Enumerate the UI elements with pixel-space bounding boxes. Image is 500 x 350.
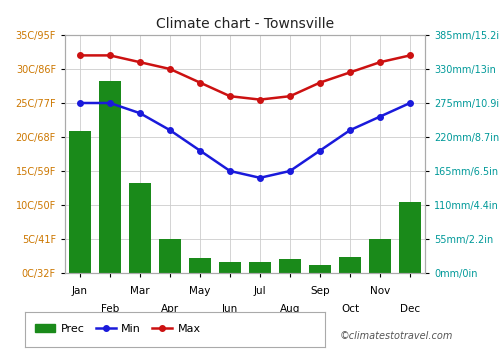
Bar <box>309 265 331 273</box>
Bar <box>99 81 121 273</box>
Text: Aug: Aug <box>280 304 300 314</box>
Legend: Prec, Min, Max: Prec, Min, Max <box>30 320 205 338</box>
Bar <box>219 262 241 273</box>
Text: Jul: Jul <box>254 286 266 296</box>
Text: Sep: Sep <box>310 286 330 296</box>
Text: Jan: Jan <box>72 286 88 296</box>
Text: Oct: Oct <box>341 304 359 314</box>
Title: Climate chart - Townsville: Climate chart - Townsville <box>156 17 334 31</box>
Bar <box>399 202 421 273</box>
Bar <box>249 262 271 273</box>
Text: Dec: Dec <box>400 304 420 314</box>
Text: May: May <box>190 286 210 296</box>
Text: Mar: Mar <box>130 286 150 296</box>
Bar <box>189 258 211 273</box>
Bar <box>159 239 181 273</box>
Text: Nov: Nov <box>370 286 390 296</box>
Bar <box>69 131 91 273</box>
Bar <box>339 257 361 273</box>
Bar <box>369 239 391 273</box>
Text: Apr: Apr <box>161 304 179 314</box>
Text: ©climatestotravel.com: ©climatestotravel.com <box>340 331 454 341</box>
Bar <box>129 183 151 273</box>
Text: Jun: Jun <box>222 304 238 314</box>
Text: Feb: Feb <box>101 304 119 314</box>
Bar <box>279 259 301 273</box>
